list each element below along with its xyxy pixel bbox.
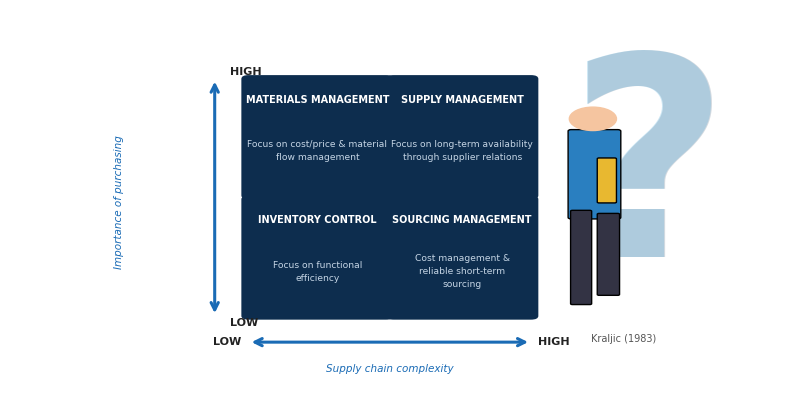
Text: Importance of purchasing: Importance of purchasing bbox=[114, 135, 123, 269]
Text: Cost management &
reliable short-term
sourcing: Cost management & reliable short-term so… bbox=[414, 254, 510, 289]
FancyBboxPatch shape bbox=[568, 130, 621, 219]
FancyBboxPatch shape bbox=[598, 158, 617, 203]
Text: LOW: LOW bbox=[230, 318, 258, 328]
Circle shape bbox=[570, 107, 617, 130]
Text: HIGH: HIGH bbox=[538, 337, 570, 347]
Text: Focus on long-term availability
through supplier relations: Focus on long-term availability through … bbox=[391, 140, 533, 162]
FancyBboxPatch shape bbox=[570, 210, 592, 304]
Text: Focus on functional
efficiency: Focus on functional efficiency bbox=[273, 261, 362, 282]
Text: ?: ? bbox=[568, 46, 730, 316]
FancyBboxPatch shape bbox=[598, 213, 619, 295]
Text: Kraljic (1983): Kraljic (1983) bbox=[591, 334, 657, 344]
FancyBboxPatch shape bbox=[242, 75, 394, 199]
Text: HIGH: HIGH bbox=[230, 67, 262, 77]
FancyBboxPatch shape bbox=[386, 196, 538, 320]
Text: LOW: LOW bbox=[213, 337, 242, 347]
FancyBboxPatch shape bbox=[242, 196, 394, 320]
FancyBboxPatch shape bbox=[386, 75, 538, 199]
Text: SOURCING MANAGEMENT: SOURCING MANAGEMENT bbox=[393, 215, 532, 225]
Text: Supply chain complexity: Supply chain complexity bbox=[326, 364, 454, 374]
Text: ?: ? bbox=[569, 45, 730, 315]
Text: INVENTORY CONTROL: INVENTORY CONTROL bbox=[258, 215, 377, 225]
Text: Focus on cost/price & material
flow management: Focus on cost/price & material flow mana… bbox=[247, 140, 387, 162]
Text: MATERIALS MANAGEMENT: MATERIALS MANAGEMENT bbox=[246, 95, 390, 105]
Text: SUPPLY MANAGEMENT: SUPPLY MANAGEMENT bbox=[401, 95, 524, 105]
